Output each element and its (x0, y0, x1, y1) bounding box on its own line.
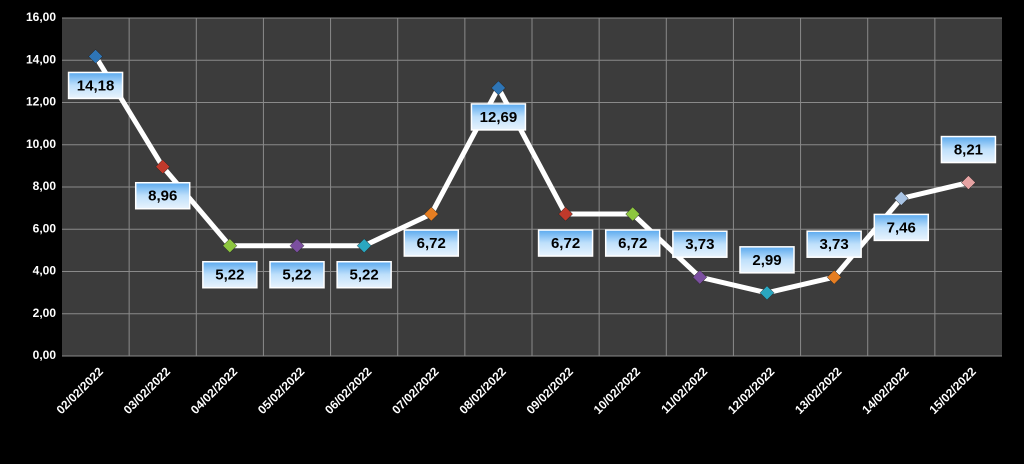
marker (692, 269, 708, 285)
marker (491, 80, 506, 96)
data-label-box (403, 229, 460, 257)
data-label: 5,22 (215, 267, 244, 284)
y-tick-label: 8,00 (33, 179, 57, 193)
marker (558, 206, 573, 222)
marker (88, 49, 103, 64)
data-label: 5,22 (282, 267, 311, 284)
marker (222, 238, 238, 254)
data-label: 8,96 (148, 188, 177, 205)
data-label-box (537, 229, 594, 257)
marker (759, 285, 775, 301)
data-label: 6,72 (417, 235, 446, 252)
data-label: 14,18 (77, 77, 115, 94)
y-tick-label: 12,00 (26, 95, 56, 109)
y-tick-label: 10,00 (26, 137, 56, 151)
data-label: 6,72 (551, 235, 580, 252)
data-label-box (672, 230, 728, 258)
marker (289, 238, 305, 254)
marker (961, 175, 976, 190)
marker (423, 206, 439, 222)
data-label: 12,69 (480, 109, 518, 126)
data-label-box (134, 181, 191, 210)
y-tick-label: 6,00 (33, 221, 57, 235)
data-label-box (873, 213, 930, 242)
data-label: 3,73 (685, 236, 714, 253)
data-label: 6,72 (618, 235, 647, 252)
marker (155, 159, 171, 175)
data-label-box (940, 135, 997, 164)
data-label: 2,99 (752, 252, 781, 269)
line (93, 55, 970, 296)
data-label: 8,21 (954, 142, 983, 159)
y-tick-label: 14,00 (26, 52, 56, 66)
data-label-box (269, 260, 325, 289)
data-label-box (336, 260, 392, 289)
data-label-box (739, 246, 795, 274)
marker (893, 191, 909, 206)
data-label: 5,22 (350, 267, 379, 284)
data-label-box (604, 229, 661, 257)
y-tick-label: 16,00 (26, 10, 56, 24)
data-label-box (67, 71, 124, 100)
data-label: 7,46 (887, 219, 916, 236)
data-label-box (202, 260, 258, 289)
y-tick-label: 4,00 (33, 264, 57, 278)
marker (356, 238, 372, 254)
y-tick-label: 0,00 (33, 348, 57, 362)
data-label-box (806, 230, 862, 258)
data-label-box (470, 103, 527, 131)
y-tick-label: 2,00 (33, 306, 57, 320)
marker (625, 206, 641, 222)
marker (826, 269, 842, 285)
data-label: 3,73 (820, 236, 849, 253)
